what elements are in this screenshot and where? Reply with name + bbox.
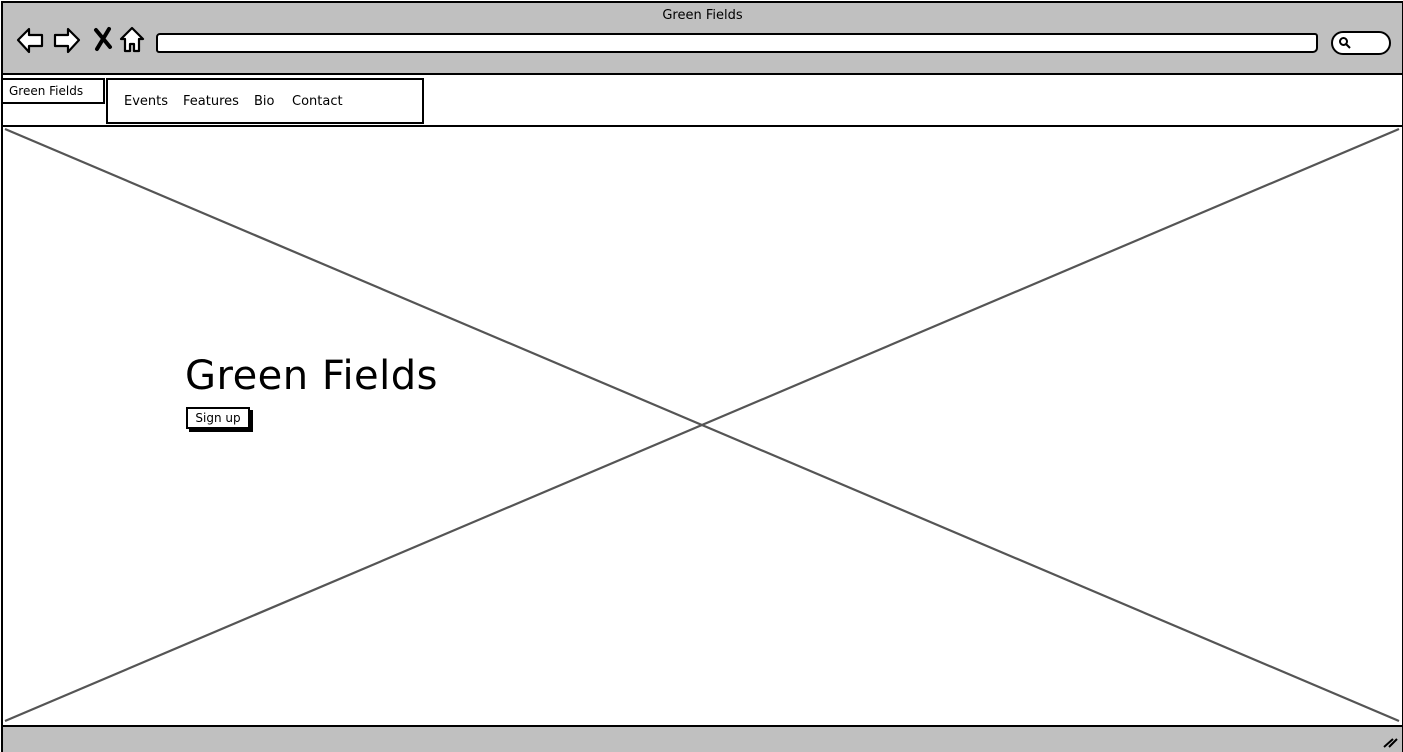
browser-titlebar: Green Fields — [3, 3, 1402, 75]
forward-arrow-icon[interactable] — [52, 25, 82, 55]
browser-search-button[interactable] — [1331, 31, 1391, 55]
site-logo[interactable]: Green Fields — [1, 78, 105, 104]
address-bar-input[interactable] — [156, 33, 1318, 53]
back-arrow-icon[interactable] — [15, 25, 45, 55]
hero-title: Green Fields — [185, 353, 439, 399]
nav-item-contact[interactable]: Contact — [292, 94, 343, 109]
image-placeholder — [4, 127, 1400, 723]
hero-section: Green Fields Sign up — [3, 127, 1402, 725]
resize-handle-icon[interactable] — [1382, 735, 1398, 749]
close-x-icon[interactable] — [90, 25, 120, 55]
browser-statusbar — [3, 725, 1402, 752]
nav-item-bio[interactable]: Bio — [254, 94, 275, 109]
nav-item-events[interactable]: Events — [124, 94, 169, 109]
search-icon — [1339, 37, 1351, 49]
home-icon[interactable] — [117, 25, 147, 55]
signup-button[interactable]: Sign up — [186, 407, 250, 429]
main-nav: Events Features Bio Contact — [106, 78, 424, 124]
site-header: Green Fields Events Features Bio Contact — [1, 75, 1402, 127]
nav-item-features[interactable]: Features — [183, 94, 239, 109]
window-title: Green Fields — [662, 8, 743, 23]
